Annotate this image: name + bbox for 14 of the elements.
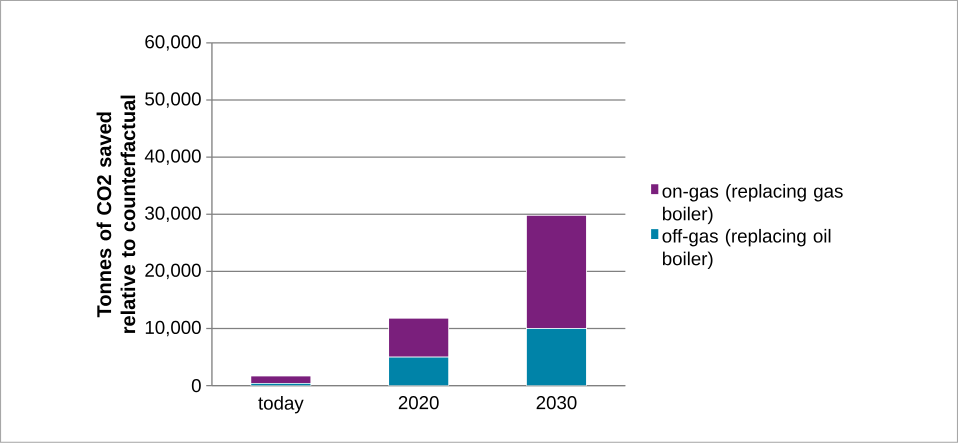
y-tick-label: 50,000 — [145, 92, 201, 108]
y-axis-title: Tonnes of CO2 saved relative to counterfactual — [96, 96, 136, 334]
y-tick-label: 40,000 — [144, 149, 201, 165]
y-tick-label: 10,000 — [146, 320, 201, 336]
x-tick-label: 2020 — [398, 396, 439, 410]
legend-label: off-gas (replacing oil boiler) — [662, 229, 830, 270]
y-tick-label: 0 — [192, 379, 201, 392]
x-tick-label: today — [258, 396, 304, 414]
x-tick-label: 2030 — [536, 396, 576, 410]
bar — [250, 376, 312, 384]
legend-label: on-gas (replacing gas boiler) — [662, 184, 843, 224]
y-tick-label: 30,000 — [145, 206, 201, 222]
y-tick-label: 20,000 — [145, 264, 201, 280]
y-tick-label: 60,000 — [145, 35, 201, 51]
